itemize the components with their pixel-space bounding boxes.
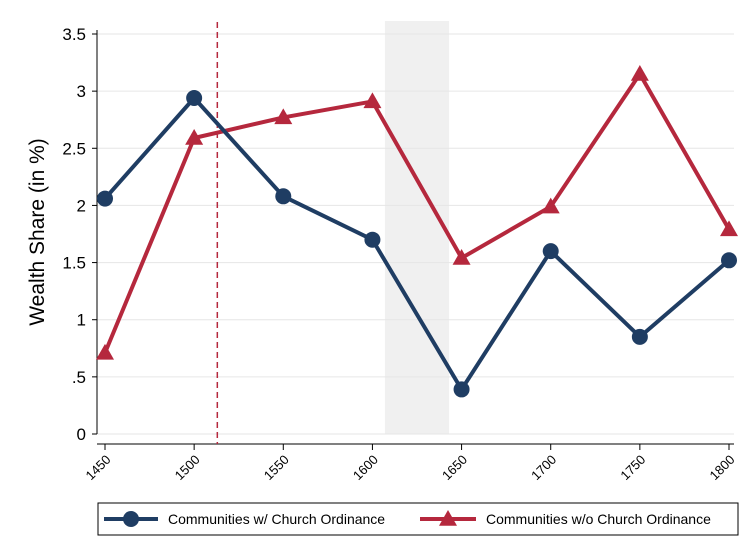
legend-label: Communities w/o Church Ordinance xyxy=(486,511,711,527)
series-with-ordinance xyxy=(97,90,737,398)
legend-marker xyxy=(439,510,457,526)
y-tick-label: 1.5 xyxy=(62,254,86,273)
triangle-marker xyxy=(274,108,293,125)
legend-box xyxy=(97,502,739,536)
shaded-period-band xyxy=(384,21,450,434)
x-tick-label: 1750 xyxy=(617,452,648,483)
y-tick-label: .5 xyxy=(72,368,86,387)
series-layer xyxy=(96,65,738,398)
axes xyxy=(92,30,734,450)
circle-marker xyxy=(97,190,113,207)
x-tick-label: 1700 xyxy=(528,452,559,483)
circle-marker xyxy=(542,243,559,260)
triangle-marker xyxy=(720,220,738,237)
circle-marker xyxy=(721,252,737,269)
y-tick-label: 1 xyxy=(77,311,86,330)
y-tick-label: 2.5 xyxy=(62,139,86,158)
x-tick-label: 1500 xyxy=(172,452,203,483)
x-tick-label: 1800 xyxy=(706,452,737,483)
triangle-marker xyxy=(541,197,560,214)
legend-label: Communities w/ Church Ordinance xyxy=(168,511,385,527)
x-tick-label: 1550 xyxy=(261,452,292,483)
x-tick-label: 1450 xyxy=(82,452,113,483)
triangle-marker xyxy=(630,65,649,81)
triangle-marker xyxy=(185,129,204,145)
x-tick-label: 1600 xyxy=(350,452,381,483)
circle-marker xyxy=(631,328,648,345)
triangle-marker xyxy=(452,249,471,265)
y-axis-title: Wealth Share (in %) xyxy=(26,138,49,326)
y-tick-label: 3.5 xyxy=(62,25,86,44)
y-tick-label: 2 xyxy=(77,196,86,215)
legend: Communities w/ Church Ordinance Communiti… xyxy=(97,502,739,536)
circle-marker xyxy=(275,188,292,205)
legend-marker xyxy=(123,511,139,527)
circle-marker xyxy=(364,231,381,248)
series-line xyxy=(103,72,731,354)
circle-marker xyxy=(186,90,203,106)
y-tick-label: 3 xyxy=(77,82,86,101)
shaded-band xyxy=(384,21,450,434)
circle-marker xyxy=(453,381,470,398)
triangle-marker xyxy=(96,343,114,360)
triangle-marker xyxy=(363,92,382,109)
series-without-ordinance xyxy=(96,65,738,360)
gridlines xyxy=(97,33,734,435)
series-line xyxy=(103,96,731,392)
x-tick-label: 1650 xyxy=(439,452,470,483)
y-tick-label: 0 xyxy=(77,425,86,444)
